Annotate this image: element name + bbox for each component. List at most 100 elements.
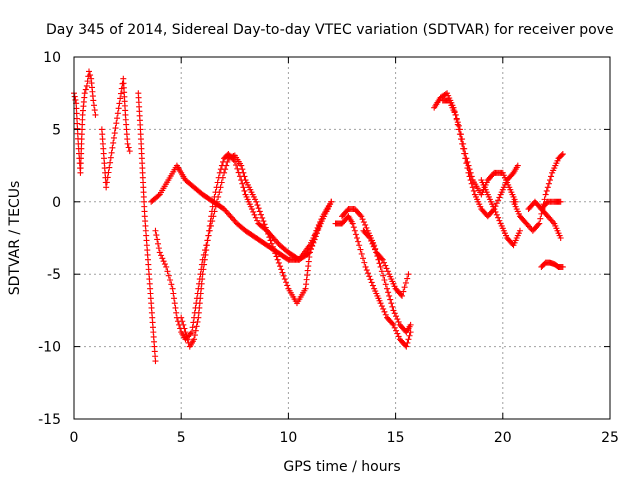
data-point-interp: [400, 288, 407, 295]
data-point-interp: [384, 268, 391, 275]
data-point-interp: [269, 243, 276, 250]
data-point-interp: [203, 247, 210, 254]
data-point: [536, 220, 543, 227]
data-point-interp: [455, 126, 462, 133]
data-point-interp: [385, 289, 392, 296]
data-point-interp: [382, 262, 389, 269]
data-point-interp: [378, 303, 385, 310]
data-point-interp: [397, 291, 404, 298]
data-point-interp: [223, 208, 230, 215]
data-point-interp: [492, 208, 499, 215]
data-point-interp: [354, 235, 361, 241]
data-point-interp: [368, 237, 375, 244]
data-point-interp: [107, 154, 114, 161]
data-point: [377, 300, 384, 307]
x-axis-label: GPS time / hours: [283, 459, 400, 475]
data-point-interp: [548, 217, 555, 224]
data-point: [238, 162, 245, 169]
data-point-interp: [393, 327, 400, 334]
data-point: [178, 314, 185, 321]
data-point-interp: [350, 224, 357, 231]
data-point-interp: [200, 266, 207, 273]
data-point: [225, 151, 232, 158]
data-point-interp: [272, 250, 279, 257]
data-point: [362, 263, 369, 270]
x-tick-label: 10: [279, 430, 297, 446]
data-point: [516, 227, 523, 234]
data-point-interp: [382, 311, 389, 318]
data-point-interp: [164, 268, 171, 275]
data-point-interp: [117, 95, 124, 102]
data-point-interp: [547, 216, 554, 223]
series-satellite-track-15: [538, 198, 564, 213]
data-point-interp: [72, 96, 79, 103]
data-point: [188, 329, 195, 336]
grid: [74, 57, 610, 419]
data-point-interp: [110, 134, 117, 141]
data-point-interp: [74, 120, 81, 127]
data-point-interp: [369, 282, 376, 289]
data-point-interp: [318, 216, 325, 223]
data-point-interp: [355, 238, 362, 245]
data-point-interp: [230, 156, 237, 163]
data-point-interp: [107, 159, 114, 166]
data-point-interp: [313, 230, 320, 237]
data-point-interp: [272, 237, 279, 244]
data-point-interp: [454, 121, 461, 128]
data-point-interp: [231, 217, 238, 224]
data-point-interp: [218, 162, 225, 169]
data-point-interp: [226, 211, 233, 218]
data-point-interp: [389, 320, 396, 327]
data-point-interp: [202, 251, 209, 258]
data-point: [231, 158, 238, 165]
data-point-interp: [351, 227, 358, 234]
data-point-interp: [153, 232, 160, 239]
data-point-interp: [308, 246, 315, 253]
data-point-interp: [383, 265, 390, 272]
data-point-interp: [172, 304, 179, 311]
data-point-interp: [275, 259, 282, 266]
data-point-interp: [467, 177, 474, 184]
data-point-interp: [544, 184, 551, 191]
chart-title: Day 345 of 2014, Sidereal Day-to-day VTE…: [46, 22, 614, 38]
x-tick-label: 5: [177, 430, 186, 446]
data-point-interp: [168, 281, 175, 288]
data-point: [358, 213, 365, 220]
data-points: [71, 68, 566, 365]
data-point-interp: [357, 212, 364, 219]
data-point-interp: [191, 332, 198, 339]
data-point-interp: [541, 196, 548, 203]
data-point-interp: [259, 214, 266, 221]
data-point-interp: [239, 180, 246, 187]
x-tick-label: 0: [70, 430, 79, 446]
data-point-interp: [187, 330, 194, 337]
series-satellite-track-1: [71, 68, 99, 176]
data-point-interp: [495, 197, 502, 204]
data-point-interp: [405, 336, 412, 343]
data-point-interp: [215, 174, 222, 181]
data-point-interp: [366, 273, 373, 280]
data-point-interp: [495, 214, 502, 221]
data-point-interp: [183, 332, 190, 339]
data-point-interp: [159, 255, 166, 262]
data-point-interp: [193, 323, 200, 330]
data-point-interp: [394, 316, 401, 323]
data-point-interp: [201, 256, 208, 263]
data-point-interp: [463, 160, 470, 167]
data-point-interp: [110, 139, 117, 146]
data-point-interp: [462, 155, 469, 162]
data-point-interp: [352, 231, 359, 238]
y-tick-label: 0: [52, 195, 61, 211]
data-point-interp: [271, 247, 278, 254]
data-point: [377, 263, 384, 270]
data-point-interp: [312, 233, 319, 240]
y-tick-label: 10: [43, 50, 61, 66]
data-point: [274, 256, 281, 263]
data-point-interp: [461, 150, 468, 157]
data-point-interp: [207, 218, 214, 225]
data-point-interp: [233, 162, 240, 169]
data-point: [248, 206, 255, 213]
data-point-interp: [391, 310, 398, 317]
data-point-interp: [254, 217, 261, 224]
data-point-interp: [158, 252, 165, 259]
